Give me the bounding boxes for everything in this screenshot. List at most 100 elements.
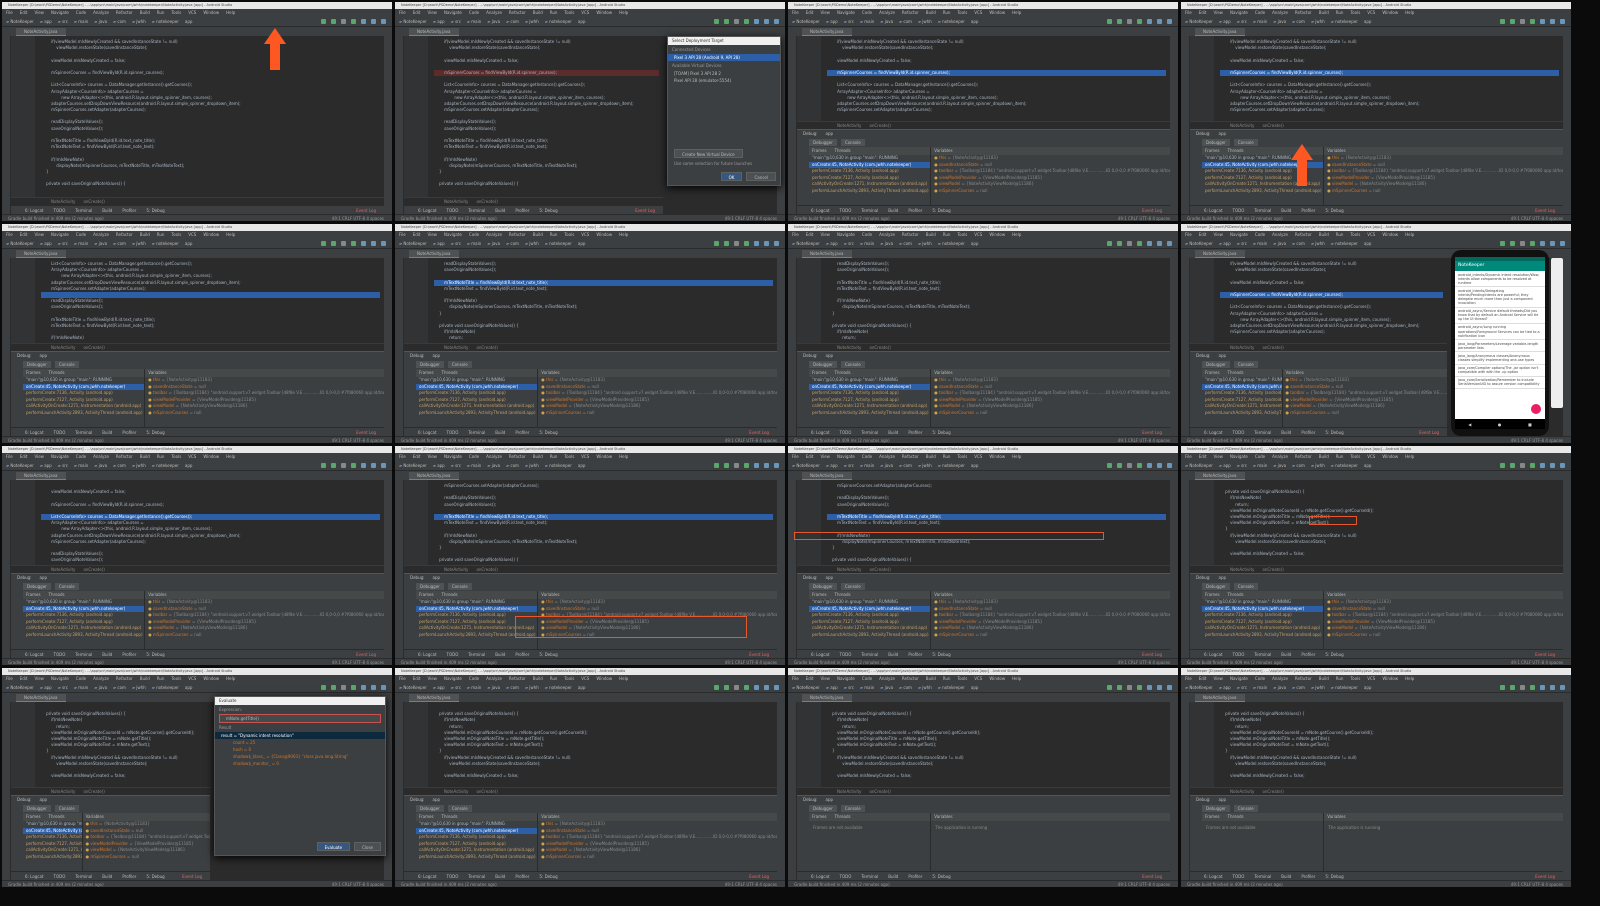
- event-log-tab[interactable]: Event Log: [1142, 874, 1162, 879]
- frame-row[interactable]: callActivityOnCreate:1271, Instrumentati…: [812, 403, 928, 408]
- menu-analyze[interactable]: Analyze: [486, 232, 502, 237]
- sync-icon[interactable]: [1530, 240, 1535, 246]
- frame-row[interactable]: performLaunchActivity:2893, ActivityThre…: [1205, 409, 1282, 415]
- tool-tab[interactable]: TODO: [53, 430, 66, 435]
- menu-view[interactable]: View: [427, 10, 437, 15]
- tool-tab[interactable]: TODO: [839, 208, 852, 213]
- menu-help[interactable]: Help: [619, 676, 629, 681]
- tool-tab[interactable]: 5: Debug: [539, 430, 558, 435]
- run-icon[interactable]: [1107, 240, 1112, 246]
- nav-crumb[interactable]: jwhh: [918, 19, 931, 24]
- event-log-tab[interactable]: Event Log: [1142, 208, 1162, 213]
- menu-navigate[interactable]: Navigate: [443, 454, 462, 459]
- event-log-tab[interactable]: Event Log: [356, 208, 376, 213]
- menu-navigate[interactable]: Navigate: [50, 232, 69, 237]
- breadcrumb-item[interactable]: NoteActivity: [444, 199, 469, 204]
- variable-row[interactable]: mSpinnerCourses = null: [145, 632, 384, 639]
- menu-run[interactable]: Run: [549, 676, 558, 681]
- frame-row[interactable]: performLaunchActivity:2893, ActivityThre…: [1205, 187, 1322, 193]
- menu-edit[interactable]: Edit: [19, 232, 28, 237]
- thread-select[interactable]: "main"@10,630 in group "main": RUNNING: [1205, 155, 1292, 160]
- frame-row[interactable]: performCreate:7136, Activity (android.ap…: [1205, 390, 1282, 395]
- menu-file[interactable]: File: [399, 454, 406, 459]
- menu-navigate[interactable]: Navigate: [443, 676, 462, 681]
- debug-tab-console[interactable]: Console: [54, 805, 79, 812]
- menu-vcs[interactable]: VCS: [581, 676, 590, 681]
- variable-row[interactable]: savedInstanceState = null: [931, 162, 1170, 169]
- frame-row[interactable]: performCreate:7127, Activity (android.ap…: [26, 840, 82, 846]
- tool-tab[interactable]: 5: Debug: [146, 208, 165, 213]
- debug-icon[interactable]: [331, 462, 336, 468]
- nav-crumb[interactable]: com: [899, 241, 912, 246]
- tool-tab[interactable]: 5: Debug: [146, 652, 165, 657]
- frames-title[interactable]: Frames: [26, 370, 41, 375]
- run-config-select[interactable]: app: [577, 240, 586, 246]
- frame-row[interactable]: performCreate:7136, Activity (android.ap…: [812, 612, 899, 617]
- tool-tab[interactable]: Build: [888, 874, 899, 879]
- menu-code[interactable]: Code: [861, 10, 873, 15]
- debug-tab-console[interactable]: Console: [447, 583, 472, 590]
- frame-row[interactable]: performLaunchActivity:2893, ActivityThre…: [419, 409, 536, 415]
- menu-window[interactable]: Window: [989, 676, 1006, 681]
- menu-edit[interactable]: Edit: [805, 676, 814, 681]
- run-config-select[interactable]: app: [577, 684, 586, 690]
- tool-tab[interactable]: 6: Logcat: [811, 874, 830, 879]
- menu-edit[interactable]: Edit: [412, 676, 421, 681]
- menu-refactor[interactable]: Refactor: [115, 676, 133, 681]
- breadcrumb-item[interactable]: onCreate(): [1262, 123, 1284, 128]
- code-editor[interactable]: if(viewModel.mIsNewlyCreated && savedIns…: [797, 36, 1170, 121]
- breadcrumb-item[interactable]: NoteActivity: [837, 567, 862, 572]
- tool-tab[interactable]: 6: Logcat: [811, 208, 830, 213]
- tab-noteactivity[interactable]: NoteActivity.java: [802, 472, 852, 480]
- code-editor[interactable]: if(viewModel.mIsNewlyCreated && savedIns…: [1190, 36, 1563, 121]
- menu-view[interactable]: View: [427, 676, 437, 681]
- menu-tools[interactable]: Tools: [171, 232, 182, 237]
- run-config-select[interactable]: app: [970, 240, 979, 246]
- menu-code[interactable]: Code: [468, 454, 480, 459]
- nav-crumb[interactable]: java: [487, 19, 500, 24]
- variable-row[interactable]: viewModelProvider = {ViewModelProvider@1…: [145, 397, 384, 404]
- nav-crumb[interactable]: com: [1292, 685, 1305, 690]
- frame-row[interactable]: performCreate:7127, Activity (android.ap…: [812, 396, 899, 402]
- variable-row[interactable]: savedInstanceState = null: [931, 384, 1170, 391]
- debug-tab-console[interactable]: Console: [1233, 805, 1258, 812]
- attach-icon[interactable]: [734, 684, 739, 690]
- menu-edit[interactable]: Edit: [19, 10, 28, 15]
- variable-row[interactable]: viewModelProvider = {ViewModelProvider@1…: [1324, 175, 1563, 182]
- threads-title[interactable]: Threads: [441, 814, 458, 819]
- menu-refactor[interactable]: Refactor: [508, 232, 526, 237]
- breadcrumb-item[interactable]: NoteActivity: [837, 123, 862, 128]
- variable-row[interactable]: toolbar = {Toolbar@11184} "android.suppo…: [1324, 612, 1563, 619]
- breadcrumb-item[interactable]: onCreate(): [476, 567, 498, 572]
- breadcrumb-item[interactable]: NoteActivity: [51, 567, 76, 572]
- avd-icon[interactable]: [754, 18, 759, 24]
- debug-config-tab[interactable]: app: [432, 575, 441, 580]
- search-icon[interactable]: [381, 240, 386, 246]
- nav-crumb[interactable]: jwhh: [525, 241, 538, 246]
- tool-tab[interactable]: Terminal: [75, 652, 93, 657]
- nav-crumb[interactable]: main: [467, 685, 481, 690]
- tool-tab[interactable]: TODO: [1232, 874, 1245, 879]
- breadcrumb-item[interactable]: NoteActivity: [444, 345, 469, 350]
- frame-row[interactable]: performCreate:7136, Activity (android.ap…: [812, 390, 899, 395]
- nav-crumb[interactable]: main: [467, 19, 481, 24]
- nav-crumb[interactable]: java: [880, 241, 893, 246]
- run-icon[interactable]: [1500, 18, 1505, 24]
- nav-crumb[interactable]: src: [844, 685, 854, 690]
- menu-vcs[interactable]: VCS: [974, 10, 983, 15]
- search-icon[interactable]: [1167, 18, 1172, 24]
- sdk-icon[interactable]: [1550, 240, 1555, 246]
- tool-tab[interactable]: TODO: [53, 874, 66, 879]
- debug-icon[interactable]: [724, 462, 729, 468]
- tool-tab[interactable]: Build: [102, 208, 113, 213]
- debug-tab-console[interactable]: Console: [1233, 361, 1258, 368]
- tool-tab[interactable]: 6: Logcat: [418, 208, 437, 213]
- variable-row[interactable]: mSpinnerCourses = null: [538, 854, 777, 861]
- threads-title[interactable]: Threads: [441, 370, 458, 375]
- debug-icon[interactable]: [724, 684, 729, 690]
- variable-row[interactable]: toolbar = {Toolbar@11184} "android.suppo…: [1324, 168, 1563, 175]
- tool-tab[interactable]: Profiler: [1301, 430, 1316, 435]
- tool-tab[interactable]: Terminal: [75, 208, 93, 213]
- search-icon[interactable]: [774, 462, 779, 468]
- debug-tab-console[interactable]: Console: [1233, 583, 1258, 590]
